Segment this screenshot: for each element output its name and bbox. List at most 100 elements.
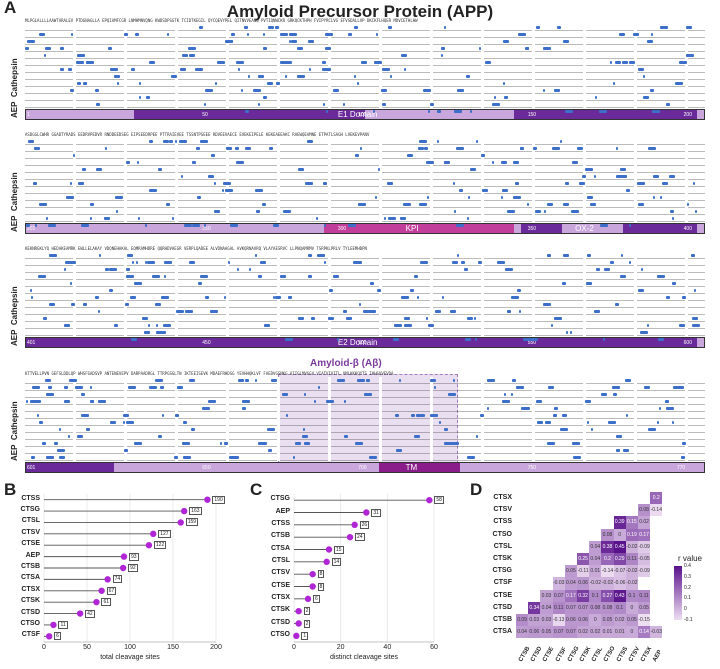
cleavage-mark <box>403 324 412 327</box>
cleavage-mark <box>183 456 191 459</box>
cleavage-mark <box>553 317 562 320</box>
cleavage-mark <box>168 140 173 143</box>
value-label: 31 <box>371 508 381 517</box>
cleavage-mark <box>162 414 165 417</box>
position-tick: 201 <box>27 226 36 232</box>
cleavage-mark <box>517 33 526 36</box>
heatmap-cell: 0.2 <box>650 492 663 505</box>
category-label: CTSE <box>21 540 40 548</box>
cleavage-mark <box>615 147 618 150</box>
heatmap-cell: 0.02 <box>613 614 626 627</box>
cleavage-mark <box>43 317 48 320</box>
cleavage-mark <box>162 140 169 143</box>
cleavage-mark <box>694 289 697 292</box>
domain-bar: E2 Domain 401 450 500 550 600 <box>25 337 705 348</box>
heatmap-cell: 0.05 <box>601 614 614 627</box>
cleavage-mark <box>326 110 329 113</box>
cleavage-mark <box>241 400 250 403</box>
cleavage-mark <box>284 338 293 341</box>
heatmap-cell: 0.04 <box>564 577 577 590</box>
cleavage-mark <box>69 182 72 185</box>
cleavage-mark <box>259 261 266 264</box>
cleavage-mark <box>571 210 580 213</box>
cleavage-mark <box>114 75 121 78</box>
cleavage-mark <box>595 268 600 271</box>
heatmap-col-label: CTSK <box>579 646 593 664</box>
value-label: 24 <box>355 533 365 542</box>
cleavage-mark <box>254 254 257 257</box>
x-tick-label: 50 <box>83 644 91 651</box>
cleavage-mark <box>108 289 113 292</box>
position-tick: 1 <box>27 112 30 118</box>
cleavage-mark <box>231 33 236 36</box>
cleavage-mark <box>248 75 251 78</box>
heatmap-cell: 0.01 <box>601 626 614 639</box>
cleavage-mark <box>280 61 286 64</box>
cleavage-mark <box>213 210 220 213</box>
heatmap-cell: 0.17 <box>638 528 651 541</box>
lollipop-dot <box>346 533 354 541</box>
cleavage-mark <box>357 379 366 382</box>
cleavage-mark <box>149 61 156 64</box>
heatmap-cell: 0.03 <box>540 614 553 627</box>
cleavage-mark <box>536 400 543 403</box>
cleavage-mark <box>304 442 311 445</box>
cleavage-mark <box>620 168 627 171</box>
heatmap-col-label: AEP <box>652 649 664 664</box>
cleavage-mark <box>612 386 621 389</box>
cleavage-mark <box>457 89 462 92</box>
cleavage-mark <box>157 168 162 171</box>
cleavage-mark <box>474 338 477 341</box>
cleavage-mark <box>669 210 674 213</box>
cleavage-mark <box>354 442 363 445</box>
heatmap-cell: 0.45 <box>613 540 626 553</box>
cleavage-mark <box>674 82 683 85</box>
position-tick: 401 <box>27 340 36 346</box>
cleavage-mark <box>333 89 340 92</box>
cleavage-mark <box>255 379 258 382</box>
cleavage-mark <box>556 26 561 29</box>
cleavage-mark <box>376 289 381 292</box>
cleavage-mark <box>364 393 372 396</box>
cleavage-mark <box>626 414 629 417</box>
cleavage-mark <box>682 296 687 299</box>
cleavage-mark <box>657 421 660 424</box>
domain-bar: KPI OX-2 201 250 300 350 400 <box>25 223 705 234</box>
heatmap-col-label: CTSG <box>566 645 581 664</box>
cleavage-mark <box>323 182 327 185</box>
cleavage-mark <box>417 296 420 299</box>
legend-tick: 0.1 <box>684 595 691 602</box>
cleavage-mark <box>479 47 482 50</box>
heatmap-cell: -0.09 <box>638 540 651 553</box>
cleavage-mark <box>115 196 124 199</box>
cleavage-mark <box>602 338 605 341</box>
cleavage-mark <box>429 379 436 382</box>
position-tick: 200 <box>683 112 692 118</box>
cleavage-mark <box>637 68 644 71</box>
cleavage-mark <box>474 317 477 320</box>
value-label: 6 <box>54 632 61 641</box>
cleavage-mark <box>672 217 675 220</box>
cleavage-mark <box>125 421 134 424</box>
category-label: CTSX <box>21 585 40 593</box>
legend-tick: 0.4 <box>684 563 691 569</box>
cleavage-mark <box>156 324 159 327</box>
domain-label: TM <box>405 463 418 472</box>
cleavage-mark <box>658 407 661 410</box>
cleavage-mark <box>322 61 326 64</box>
cleavage-mark <box>337 338 340 341</box>
heatmap-cell: 0.07 <box>564 626 577 639</box>
cleavage-mark <box>553 89 560 92</box>
cleavage-mark <box>297 317 304 320</box>
lollipop-dot <box>295 620 302 627</box>
value-label: 1 <box>301 631 309 640</box>
cleavage-mark <box>184 224 192 227</box>
cleavage-mark <box>191 161 196 164</box>
cleavage-mark <box>324 47 331 50</box>
cleavage-mark <box>666 407 674 410</box>
cleavage-mark <box>194 68 203 71</box>
heatmap-row-label: CTSB <box>492 616 512 623</box>
tm-segment <box>378 463 460 472</box>
cleavage-mark <box>529 338 538 341</box>
cleavage-mark <box>510 296 519 299</box>
